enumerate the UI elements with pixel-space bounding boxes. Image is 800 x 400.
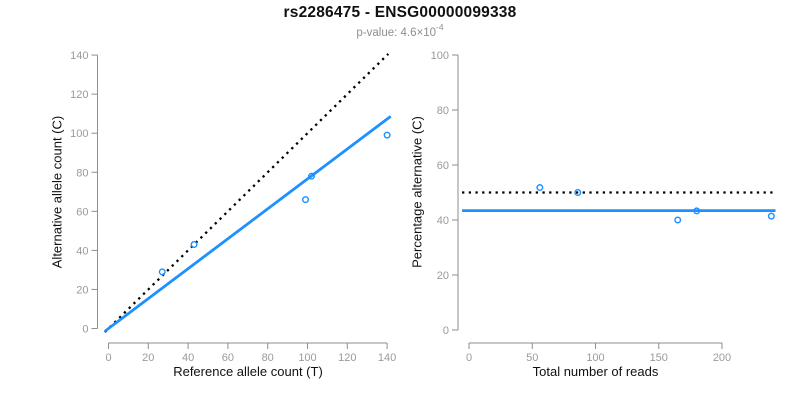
data-point — [674, 216, 682, 224]
right-x-axis-title: Total number of reads — [532, 364, 659, 379]
x-tick-label: 120 — [338, 352, 356, 364]
x-tick-label: 200 — [713, 352, 731, 364]
y-tick-label: 20 — [76, 284, 88, 296]
data-point — [158, 268, 166, 276]
data-point — [574, 188, 582, 196]
y-tick-label: 100 — [431, 50, 449, 62]
data-point — [383, 131, 391, 139]
data-point — [190, 241, 198, 249]
right-y-axis-title: Percentage alternative (C) — [409, 116, 425, 268]
y-tick-label: 140 — [70, 50, 88, 62]
y-tick-label: 0 — [82, 324, 88, 336]
p-value-exponent: -4 — [436, 22, 444, 32]
x-tick-label: 50 — [526, 352, 538, 364]
y-tick-label: 80 — [437, 105, 449, 117]
left-x-axis-title: Reference allele count (T) — [173, 364, 323, 379]
right-panel: 0 20 40 60 80 100 0 50 100 150 200 — [431, 50, 776, 364]
y-tick-label: 60 — [437, 160, 449, 172]
y-tick-label: 80 — [76, 167, 88, 179]
x-tick-label: 0 — [105, 352, 111, 364]
x-tick-label: 60 — [222, 352, 234, 364]
y-tick-label: 0 — [443, 325, 449, 337]
x-tick-label: 150 — [650, 352, 668, 364]
left-y-axis-title: Alternative allele count (C) — [49, 115, 65, 269]
fit-line — [104, 115, 392, 333]
identity-line — [104, 53, 390, 333]
y-tick-label: 20 — [437, 270, 449, 282]
y-tick-label: 120 — [70, 89, 88, 101]
x-tick-label: 40 — [182, 352, 194, 364]
data-point — [302, 196, 310, 204]
left-panel: 0 20 40 60 80 100 120 140 0 20 40 60 80 100 120 140 — [70, 50, 396, 364]
x-tick-label: 140 — [378, 352, 396, 364]
y-tick-label: 40 — [437, 215, 449, 227]
data-point — [767, 212, 775, 220]
figure-subtitle: p-value: 4.6×10-4 — [0, 22, 800, 39]
data-point — [693, 207, 701, 215]
p-value-text: p-value: 4.6×10 — [356, 26, 437, 39]
y-tick-label: 100 — [70, 128, 88, 140]
data-point — [536, 184, 544, 192]
x-tick-label: 0 — [466, 352, 472, 364]
y-tick-label: 60 — [76, 206, 88, 218]
data-point — [307, 172, 315, 180]
x-tick-label: 100 — [298, 352, 316, 364]
x-tick-label: 100 — [586, 352, 604, 364]
y-tick-label: 40 — [76, 245, 88, 257]
figure-title: rs2286475 - ENSG00000099338 — [283, 4, 517, 21]
x-tick-label: 80 — [262, 352, 274, 364]
x-tick-label: 20 — [142, 352, 154, 364]
